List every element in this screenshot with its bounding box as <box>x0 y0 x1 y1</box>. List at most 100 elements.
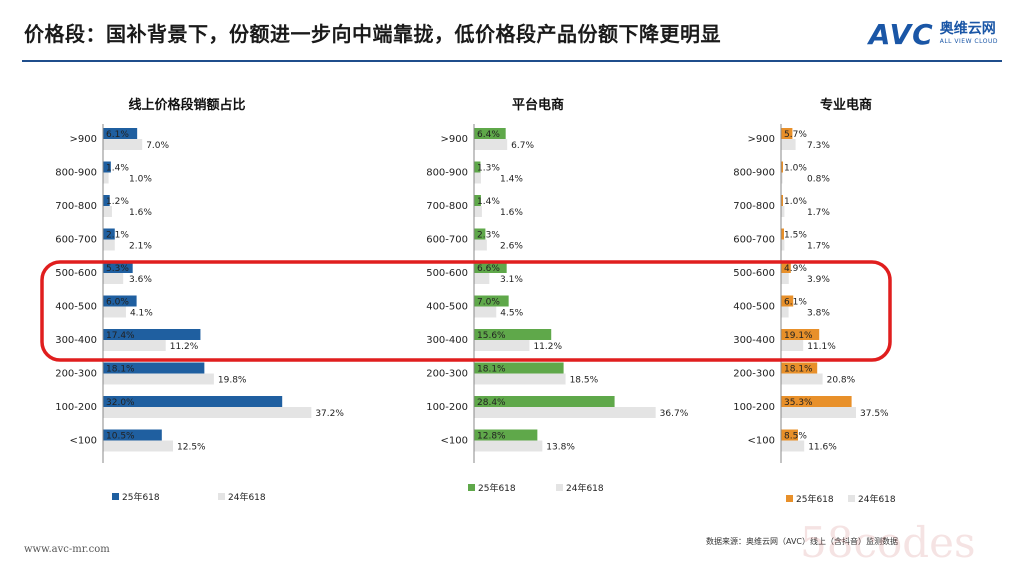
category-label-1-6: 300-400 <box>55 335 97 346</box>
category-label-2-3: 600-700 <box>426 235 468 246</box>
value-current-2-4: 6.6% <box>477 264 500 274</box>
value-current-1-7: 18.1% <box>106 365 135 375</box>
value-current-1-0: 6.1% <box>106 130 129 140</box>
value-previous-2-9: 13.8% <box>546 443 575 453</box>
bar-previous-2-6 <box>474 340 530 351</box>
value-current-2-1: 1.3% <box>477 164 500 174</box>
bar-current-1-6 <box>103 329 201 340</box>
bar-current-3-6 <box>781 329 820 340</box>
category-label-1-3: 600-700 <box>55 235 97 246</box>
value-current-2-3: 2.3% <box>477 231 500 241</box>
bar-current-2-4 <box>474 262 507 273</box>
bar-current-1-1 <box>103 161 111 173</box>
value-previous-3-4: 3.9% <box>807 275 830 285</box>
bar-previous-3-2 <box>781 206 785 217</box>
value-previous-2-7: 18.5% <box>570 376 599 386</box>
value-current-3-4: 4.9% <box>784 264 807 274</box>
value-previous-3-6: 11.1% <box>807 342 836 352</box>
bar-current-1-5 <box>103 295 137 307</box>
category-label-3-3: 600-700 <box>733 235 775 246</box>
logo-wordmark: AVC <box>868 18 934 51</box>
bar-previous-3-7 <box>781 373 823 385</box>
category-label-1-7: 200-300 <box>55 369 97 380</box>
footer-url: www.avc-mr.com <box>24 544 110 555</box>
category-label-2-0: >900 <box>441 134 468 145</box>
legend-label-current-2: 25年618 <box>478 482 516 494</box>
category-label-3-4: 500-600 <box>733 268 775 279</box>
legend-swatch-current-1 <box>112 493 119 500</box>
category-label-1-4: 500-600 <box>55 268 97 279</box>
value-previous-3-3: 1.7% <box>807 242 830 252</box>
bar-previous-1-4 <box>103 273 124 284</box>
value-previous-1-5: 4.1% <box>130 309 153 319</box>
value-current-3-6: 19.1% <box>784 331 813 341</box>
bar-previous-2-5 <box>474 306 497 318</box>
value-current-2-2: 1.4% <box>477 197 500 207</box>
value-current-1-9: 10.5% <box>106 432 135 442</box>
value-previous-1-2: 1.6% <box>129 208 152 218</box>
category-label-1-1: 800-900 <box>55 168 97 179</box>
category-label-2-4: 500-600 <box>426 268 468 279</box>
value-previous-1-3: 2.1% <box>129 242 152 252</box>
category-label-2-7: 200-300 <box>426 369 468 380</box>
category-label-2-8: 100-200 <box>426 402 468 413</box>
bar-current-2-0 <box>474 128 506 139</box>
value-previous-3-9: 11.6% <box>808 443 837 453</box>
value-current-2-5: 7.0% <box>477 298 500 308</box>
value-previous-3-2: 1.7% <box>807 208 830 218</box>
value-current-3-2: 1.0% <box>784 197 807 207</box>
brand-logo: AVC 奥维云网 ALL VIEW CLOUD <box>869 18 998 51</box>
value-previous-3-5: 3.8% <box>807 309 830 319</box>
value-current-3-5: 6.1% <box>784 298 807 308</box>
bar-previous-1-3 <box>103 239 115 251</box>
value-current-3-8: 35.3% <box>784 398 813 408</box>
bar-current-1-9 <box>103 429 162 441</box>
category-label-3-6: 300-400 <box>733 335 775 346</box>
bar-current-1-4 <box>103 262 133 273</box>
value-current-3-7: 18.1% <box>784 365 813 375</box>
category-label-3-2: 700-800 <box>733 201 775 212</box>
bar-previous-1-8 <box>103 407 312 418</box>
bar-current-3-4 <box>781 262 791 273</box>
legend-label-previous-3: 24年618 <box>858 493 896 505</box>
bar-previous-1-6 <box>103 340 166 351</box>
category-label-3-5: 400-500 <box>733 302 775 313</box>
bar-current-1-3 <box>103 228 115 240</box>
value-current-3-3: 1.5% <box>784 231 807 241</box>
value-current-1-5: 6.0% <box>106 298 129 308</box>
page-title: 价格段：国补背景下，份额进一步向中端靠拢，低价格段产品份额下降更明显 <box>24 22 721 46</box>
category-label-1-0: >900 <box>70 134 97 145</box>
value-current-1-6: 17.4% <box>106 331 135 341</box>
logo-en-text: ALL VIEW CLOUD <box>939 38 998 45</box>
logo-cn-text: 奥维云网 <box>939 21 996 37</box>
category-label-2-2: 700-800 <box>426 201 468 212</box>
value-current-1-1: 1.4% <box>106 164 129 174</box>
bar-current-2-9 <box>474 429 538 441</box>
bar-current-3-5 <box>781 295 794 307</box>
bar-previous-2-1 <box>474 172 481 184</box>
value-current-3-1: 1.0% <box>784 164 807 174</box>
bar-previous-3-8 <box>781 407 856 418</box>
bar-previous-3-6 <box>781 340 804 351</box>
value-previous-2-5: 4.5% <box>500 309 523 319</box>
value-current-2-9: 12.8% <box>477 432 506 442</box>
value-previous-1-1: 1.0% <box>129 175 152 185</box>
bar-previous-3-0 <box>781 139 796 150</box>
value-current-1-4: 5.3% <box>106 264 129 274</box>
category-label-1-2: 700-800 <box>55 201 97 212</box>
bar-current-3-3 <box>781 228 784 240</box>
bar-previous-3-1 <box>781 172 783 184</box>
legend-label-current-3: 25年618 <box>796 493 834 505</box>
legend-label-previous-1: 24年618 <box>228 491 266 503</box>
bar-current-3-2 <box>781 195 783 206</box>
bar-current-2-1 <box>474 161 481 173</box>
bar-previous-2-3 <box>474 239 487 251</box>
value-current-1-8: 32.0% <box>106 398 135 408</box>
legend-swatch-previous-1 <box>218 493 225 500</box>
bar-current-1-0 <box>103 128 138 139</box>
value-previous-3-1: 0.8% <box>807 175 830 185</box>
bar-previous-3-9 <box>781 440 805 452</box>
chart-title-3: 专业电商 <box>820 97 872 113</box>
bar-previous-2-9 <box>474 440 543 452</box>
value-previous-1-0: 7.0% <box>146 141 169 151</box>
